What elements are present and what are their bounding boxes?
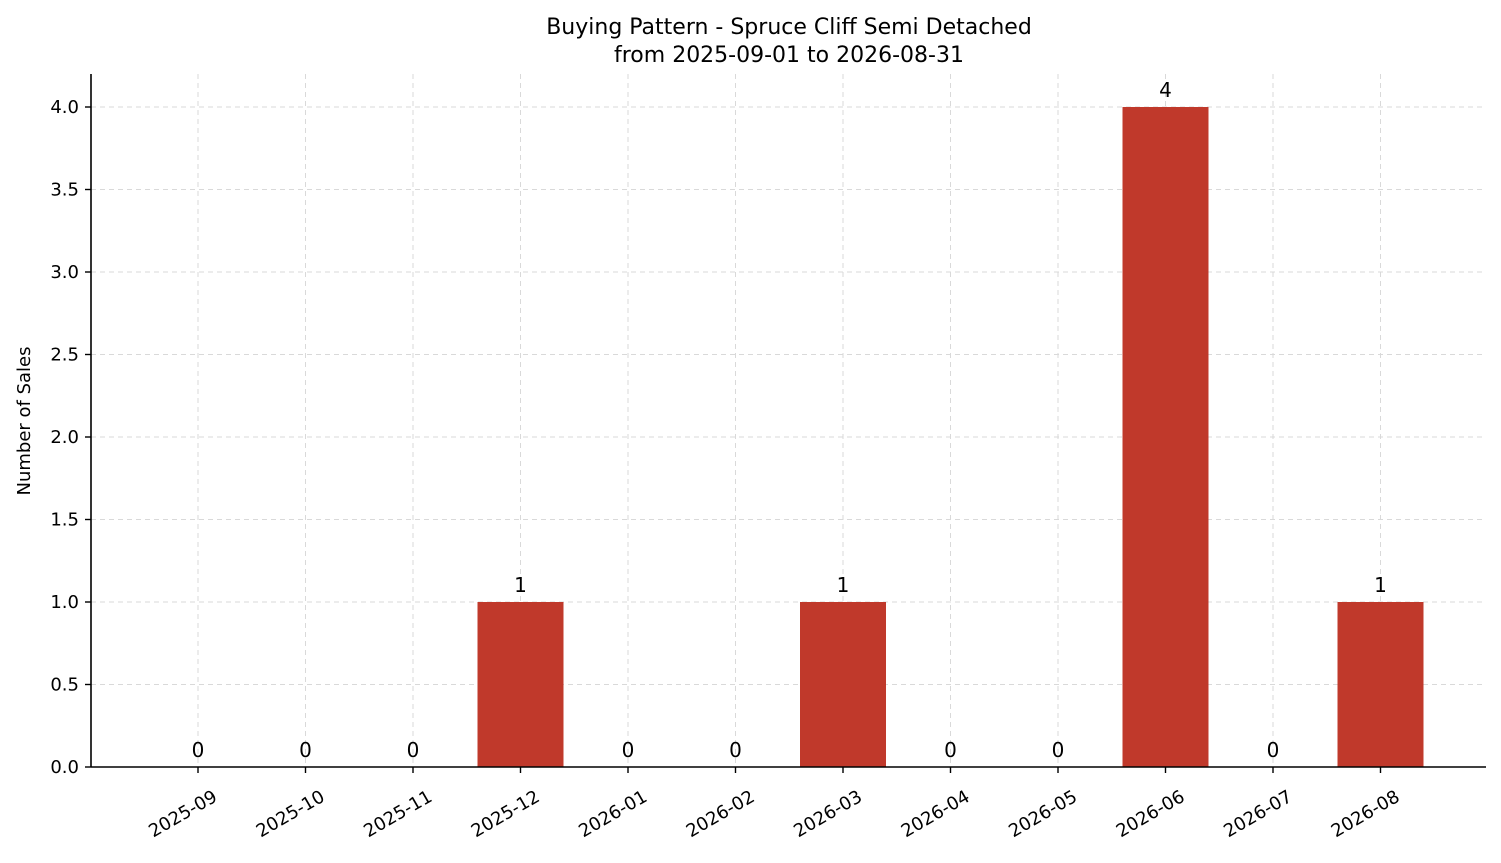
axes-layer [90,74,1486,768]
grid-layer [91,74,1486,768]
y-tick-label: 3.0 [50,262,79,283]
bar [477,602,564,767]
y-tick-label: 2.5 [50,345,79,366]
y-tick-label: 4.0 [50,97,79,118]
y-tick-label: 2.0 [50,427,79,448]
x-tick-label: 2026-01 [575,786,651,842]
y-tick-label: 1.0 [50,592,79,613]
bars-layer [477,107,1424,767]
bar-value-label: 0 [622,738,635,762]
x-tick-label: 2026-05 [1005,786,1081,842]
y-tick-label: 0.5 [50,675,79,696]
x-tick-label: 2025-10 [253,786,329,842]
x-tick-label: 2026-06 [1113,786,1189,842]
bar-value-label: 0 [1052,738,1065,762]
x-ticks: 2025-09 2025-10 2025-11 2025-12 2026-01 2026-… [145,767,1403,842]
bar [800,602,886,767]
x-tick-label: 2026-08 [1328,786,1404,842]
x-tick-label: 2026-02 [683,786,759,842]
bar-value-label: 0 [407,738,420,762]
bar [1337,602,1424,767]
x-tick-label: 2026-07 [1220,786,1296,842]
x-tick-label: 2025-11 [360,786,436,842]
bar-value-label: 1 [1374,573,1387,597]
y-tick-label: 0.0 [50,757,79,778]
bar-value-label: 1 [837,573,850,597]
x-tick-label: 2025-09 [145,786,221,842]
bar-value-label: 1 [514,573,527,597]
data-labels: 0 0 0 1 0 0 1 0 0 4 0 1 [192,78,1387,762]
chart-title: Buying Pattern - Spruce Cliff Semi Detac… [546,15,1032,40]
bar-value-label: 0 [299,738,312,762]
y-ticks: 0.0 0.5 1.0 1.5 2.0 2.5 3.0 3.5 4.0 [50,97,91,778]
y-axis-label: Number of Sales [14,346,35,495]
bar [1122,107,1209,767]
bar-value-label: 0 [192,738,205,762]
x-tick-label: 2026-03 [790,786,866,842]
y-tick-label: 3.5 [50,180,79,201]
bar-value-label: 0 [1267,738,1280,762]
chart-subtitle: from 2025-09-01 to 2026-08-31 [614,43,964,68]
bar-value-label: 0 [944,738,957,762]
x-tick-label: 2025-12 [468,786,544,842]
y-tick-label: 1.5 [50,510,79,531]
x-tick-label: 2026-04 [898,786,974,842]
bar-value-label: 0 [729,738,742,762]
bar-value-label: 4 [1159,78,1172,102]
